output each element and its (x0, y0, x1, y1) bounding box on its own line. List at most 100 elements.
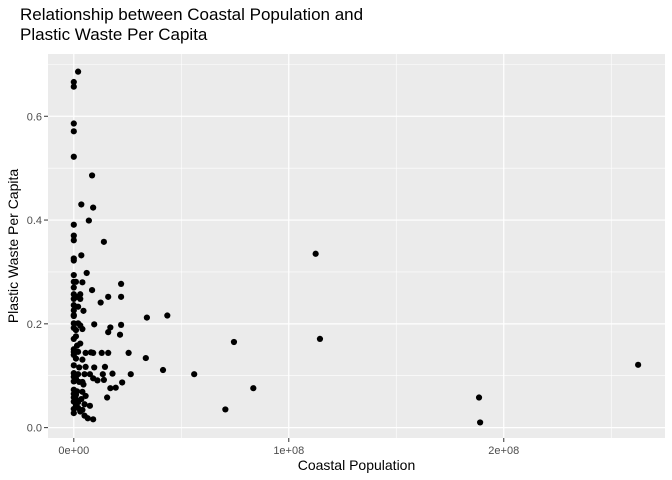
data-point (90, 349, 97, 356)
x-tick-label: 2e+08 (488, 445, 519, 457)
data-point (81, 401, 88, 408)
chart-title-line-2: Plastic Waste Per Capita (20, 25, 208, 44)
data-point (70, 312, 77, 320)
data-point (70, 120, 77, 127)
data-point (70, 153, 77, 160)
data-point (79, 356, 86, 363)
data-point (230, 338, 238, 346)
data-point (100, 238, 107, 245)
data-point (85, 217, 92, 224)
data-point (116, 331, 124, 338)
data-point (74, 348, 82, 355)
data-point (80, 381, 87, 388)
data-point (72, 278, 80, 285)
data-point (84, 415, 91, 422)
data-point (143, 314, 150, 321)
data-point (94, 377, 101, 384)
data-point (105, 293, 112, 300)
data-point (83, 269, 90, 277)
data-point (316, 335, 324, 342)
data-point (119, 379, 126, 386)
data-point (70, 335, 77, 342)
data-point (82, 363, 89, 371)
data-point (74, 303, 82, 310)
data-point (79, 279, 86, 286)
data-point (91, 364, 98, 371)
data-point (477, 419, 484, 426)
x-tick-label: 1e+08 (273, 445, 304, 457)
data-point (82, 349, 89, 356)
data-point (100, 376, 107, 383)
y-tick-label: 0.6 (27, 111, 42, 123)
data-point (70, 237, 77, 244)
data-point (88, 287, 96, 294)
data-point (72, 355, 80, 362)
data-point (70, 83, 77, 90)
y-tick-label: 0.2 (27, 319, 42, 331)
data-point (117, 280, 125, 287)
data-point (78, 201, 85, 208)
data-point (250, 385, 257, 392)
x-axis-title: Coastal Population (298, 457, 416, 473)
data-point (105, 329, 112, 336)
data-point (70, 320, 77, 327)
data-point (312, 250, 319, 257)
data-point (70, 284, 77, 291)
data-point (127, 371, 134, 378)
minor-gridlines (48, 54, 665, 438)
y-axis-ticks: 0.0 0.2 0.4 0.6 (27, 111, 48, 435)
data-point (159, 366, 167, 374)
chart-title-line-1: Relationship between Coastal Population … (20, 5, 363, 24)
data-point (78, 252, 85, 259)
data-point (105, 349, 112, 356)
data-point (86, 402, 94, 409)
y-tick-label: 0.4 (27, 215, 42, 227)
data-point (70, 409, 77, 417)
data-point (125, 349, 132, 356)
data-point (97, 299, 104, 306)
data-point (107, 324, 114, 331)
data-point (70, 362, 77, 369)
y-tick-label: 0.0 (27, 423, 42, 435)
data-point (79, 325, 86, 333)
data-point (72, 326, 80, 334)
data-point (70, 271, 77, 279)
data-point (91, 321, 98, 328)
data-point (90, 204, 97, 211)
x-tick-label: 0e+00 (58, 445, 89, 457)
data-point (98, 349, 105, 356)
data-point (191, 371, 198, 378)
data-points (70, 68, 642, 426)
data-point (90, 416, 97, 423)
data-point (82, 392, 89, 400)
data-point (164, 312, 171, 319)
data-point (222, 406, 229, 413)
data-point (74, 68, 82, 75)
data-point (80, 307, 87, 314)
data-point (76, 364, 83, 371)
data-point (99, 371, 106, 378)
data-point (70, 232, 77, 239)
data-point (70, 221, 77, 228)
data-point (117, 321, 125, 328)
plot-panel (48, 54, 665, 438)
data-point (142, 354, 149, 362)
x-axis-ticks: 0e+00 1e+08 2e+08 (58, 438, 519, 457)
data-point (70, 257, 77, 264)
data-point (81, 371, 88, 378)
data-point (117, 293, 125, 300)
y-axis-title: Plastic Waste Per Capita (5, 169, 21, 324)
data-point (70, 295, 77, 303)
data-point (107, 385, 114, 392)
data-point (635, 361, 642, 368)
data-point (109, 370, 116, 377)
data-point (475, 394, 483, 401)
data-point (70, 78, 77, 86)
data-point (70, 307, 77, 314)
data-point (112, 384, 119, 391)
data-point (77, 295, 84, 303)
data-point (77, 408, 84, 415)
data-point (70, 378, 77, 385)
data-point (88, 172, 96, 179)
